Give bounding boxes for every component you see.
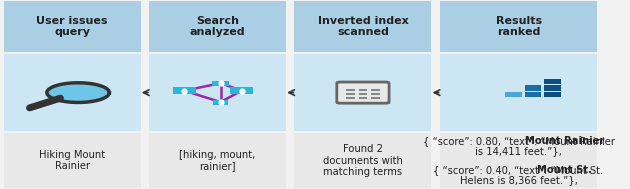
FancyBboxPatch shape [371,97,380,99]
FancyBboxPatch shape [544,92,561,97]
FancyBboxPatch shape [294,133,432,188]
FancyBboxPatch shape [149,54,286,131]
FancyBboxPatch shape [294,54,432,131]
FancyBboxPatch shape [294,1,432,52]
Text: Inverted index
scanned: Inverted index scanned [318,16,408,37]
FancyBboxPatch shape [4,133,140,188]
FancyBboxPatch shape [440,1,597,52]
Text: { “score”: 0.40, “text”: “Mount St.: { “score”: 0.40, “text”: “Mount St. [433,166,604,175]
FancyBboxPatch shape [346,93,355,95]
FancyBboxPatch shape [173,87,196,94]
Text: is 14,411 feet.”},: is 14,411 feet.”}, [475,146,562,156]
Text: Search
analyzed: Search analyzed [190,16,245,37]
FancyBboxPatch shape [4,54,140,131]
FancyBboxPatch shape [440,133,597,188]
FancyBboxPatch shape [346,89,355,91]
FancyBboxPatch shape [230,87,253,94]
FancyBboxPatch shape [212,81,229,86]
FancyBboxPatch shape [358,97,367,99]
FancyBboxPatch shape [544,79,561,84]
FancyBboxPatch shape [213,100,228,105]
FancyBboxPatch shape [337,82,389,103]
Text: [hiking, mount,
rainier]: [hiking, mount, rainier] [180,150,256,171]
FancyBboxPatch shape [525,85,541,91]
FancyBboxPatch shape [358,89,367,91]
Text: User issues
query: User issues query [37,16,108,37]
FancyBboxPatch shape [544,85,561,91]
FancyBboxPatch shape [358,93,367,95]
FancyBboxPatch shape [440,54,597,131]
Circle shape [47,83,110,102]
Text: Hiking Mount
Rainier: Hiking Mount Rainier [39,150,105,171]
Text: { “score”: 0.80, “text”: “Mount Rainier: { “score”: 0.80, “text”: “Mount Rainier [423,136,615,146]
FancyBboxPatch shape [4,1,140,52]
Text: Results
ranked: Results ranked [496,16,542,37]
FancyBboxPatch shape [371,93,380,95]
Text: Mount St.: Mount St. [537,166,592,175]
Text: Found 2
documents with
matching terms: Found 2 documents with matching terms [323,144,403,177]
FancyBboxPatch shape [149,1,286,52]
Text: Helens is 8,366 feet.”},: Helens is 8,366 feet.”}, [460,175,578,185]
FancyBboxPatch shape [525,92,541,97]
FancyBboxPatch shape [371,89,380,91]
FancyBboxPatch shape [149,133,286,188]
FancyBboxPatch shape [505,92,522,97]
FancyBboxPatch shape [346,97,355,99]
Text: Mount Rainier: Mount Rainier [525,136,605,146]
